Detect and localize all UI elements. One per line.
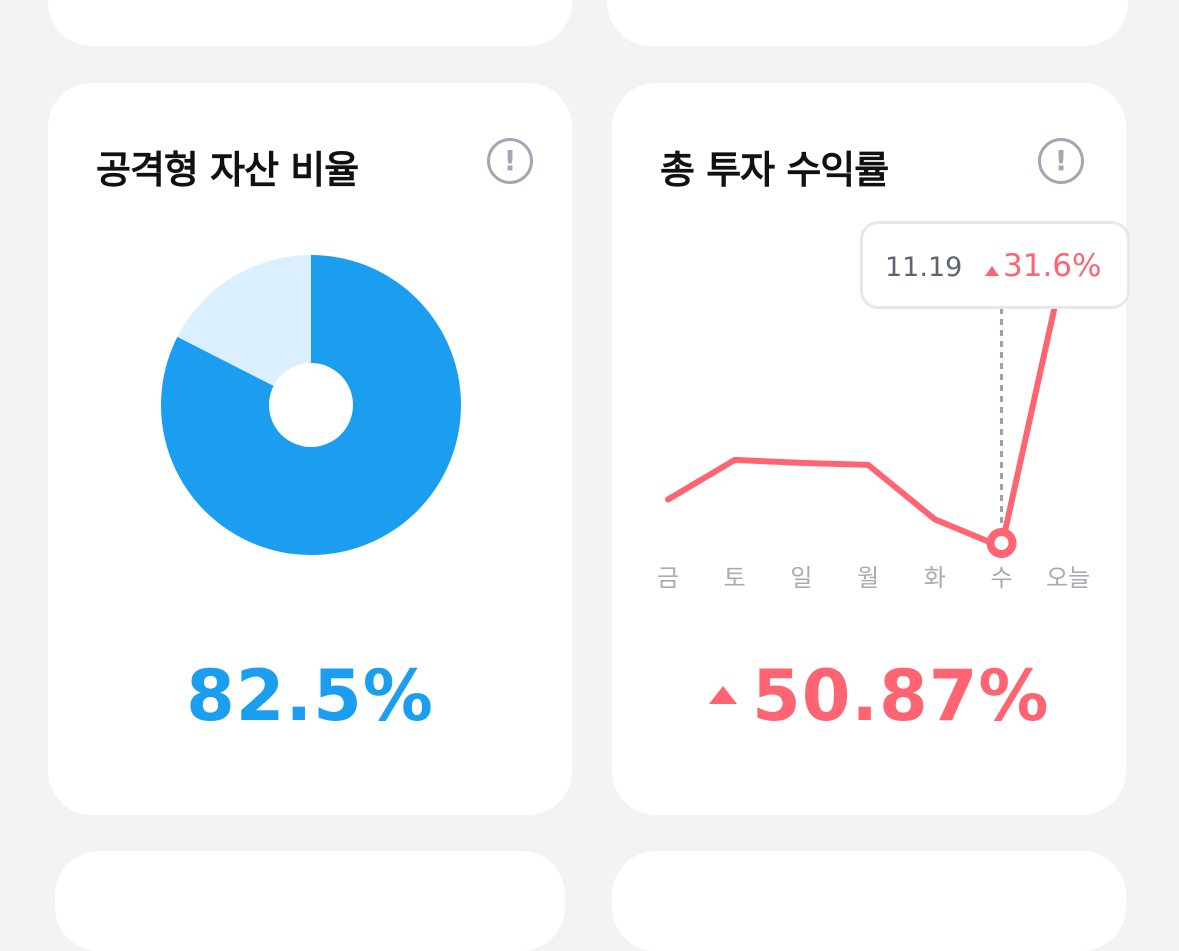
return-line-chart [665, 243, 1072, 559]
x-axis-label: 월 [857, 564, 880, 592]
x-axis-label: 수 [990, 564, 1013, 592]
exclamation-circle-icon[interactable]: ! [487, 138, 533, 184]
x-axis-label: 화 [923, 564, 946, 592]
aggressive-asset-card[interactable]: 공격형 자산 비율 ! 82.5% [48, 83, 572, 815]
exclamation-circle-icon[interactable]: ! [1038, 138, 1084, 184]
tooltip-date: 11.19 [885, 252, 963, 283]
triangle-up-icon [985, 266, 999, 276]
total-return-value: 50.87% [752, 655, 1050, 737]
donut-hole [269, 363, 353, 447]
selected-point-marker [986, 528, 1017, 559]
total-return-card[interactable]: 총 투자 수익률 ! [612, 83, 1126, 815]
tooltip-change: 31.6% [1003, 248, 1102, 284]
card-title: 총 투자 수익률 [660, 148, 889, 192]
card-top-right [607, 0, 1128, 46]
x-axis-label: 오늘 [1046, 564, 1091, 592]
card-bottom-right [612, 851, 1126, 951]
x-axis-label: 토 [723, 564, 746, 592]
card-title: 공격형 자산 비율 [96, 148, 359, 192]
card-top-left [48, 0, 572, 46]
aggressive-ratio-value: 82.5% [186, 655, 434, 737]
donut-chart [160, 255, 461, 555]
chart-tooltip: 11.19 31.6% [860, 221, 1130, 309]
triangle-up-icon [709, 686, 737, 704]
x-axis-label: 금 [656, 564, 680, 592]
card-bottom-left [55, 851, 565, 951]
x-axis-label: 일 [790, 564, 813, 592]
